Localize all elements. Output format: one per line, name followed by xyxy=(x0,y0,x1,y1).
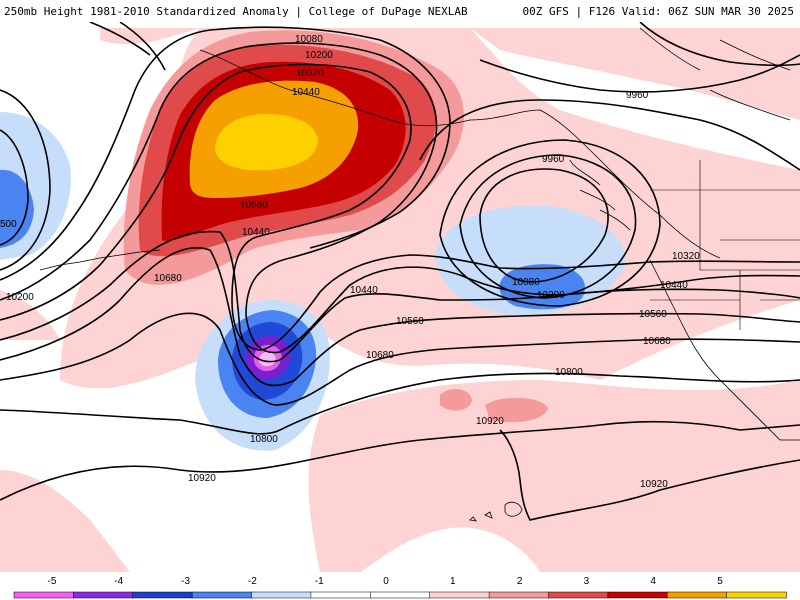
canada-arctic-islands xyxy=(639,27,791,121)
contour-north-3 xyxy=(639,22,800,67)
anomaly-pos2-small-2 xyxy=(485,397,548,423)
contour-label: 10320 xyxy=(296,68,324,79)
colorbar-tick-label: 3 xyxy=(584,576,590,587)
contour-west-low-1 xyxy=(0,89,51,271)
anomaly-pos6-region xyxy=(215,114,318,171)
contour-label: 10320 xyxy=(672,251,700,262)
contour-label: 10560 xyxy=(396,316,424,327)
contour-10200 xyxy=(0,42,800,354)
contour-label: 10440 xyxy=(292,87,320,98)
colorbar-tick-label: -3 xyxy=(181,576,190,587)
colorbar-band xyxy=(607,591,668,599)
colorbar-band xyxy=(488,591,550,599)
colorbar-tick-label: 0 xyxy=(383,576,389,587)
anomaly-pos1-west xyxy=(0,290,60,340)
anomaly-neg6-cutoff xyxy=(258,351,276,367)
colorbar-band xyxy=(666,591,728,599)
colorbar-tick-label: 1 xyxy=(450,576,456,587)
contour-label: 10800 xyxy=(250,434,278,445)
state-borders xyxy=(650,160,800,330)
contour-north-1 xyxy=(89,22,151,56)
colorbar-band xyxy=(726,591,787,599)
contour-label: 10200 xyxy=(537,290,565,301)
contour-label: 10800 xyxy=(555,367,583,378)
colorbar-band xyxy=(310,591,372,599)
contour-10200-trough xyxy=(439,139,661,307)
contour-label: 10680 xyxy=(154,273,182,284)
colorbar-band xyxy=(370,591,431,599)
map-title: 250mb Height 1981-2010 Standardized Anom… xyxy=(4,5,468,18)
contour-10560 xyxy=(0,247,800,387)
contour-10320 xyxy=(0,63,800,351)
anomaly-neg2-west xyxy=(0,169,34,248)
contour-label: 500 xyxy=(0,219,17,230)
contour-label: 10440 xyxy=(350,285,378,296)
anomaly-map: 10080 10200 10320 10440 9960 9960 10560 … xyxy=(0,22,800,572)
contour-9960 xyxy=(479,168,609,283)
colorbar-band xyxy=(251,591,312,599)
contour-label: 10440 xyxy=(660,280,688,291)
contour-label: 9960 xyxy=(542,154,565,165)
contour-10080-trough xyxy=(459,154,637,299)
coastlines xyxy=(39,27,800,522)
bc-inlets xyxy=(569,159,631,231)
colorbar-band xyxy=(132,591,193,599)
anomaly-pos1-south xyxy=(308,380,800,572)
colorbar-tick-label: -1 xyxy=(315,576,324,587)
model-run-info: 00Z GFS | F126 Valid: 06Z SUN MAR 30 202… xyxy=(522,5,794,18)
colorbar-band xyxy=(548,591,609,599)
colorbar-tick-label: 4 xyxy=(650,576,656,587)
colorbar-band xyxy=(73,591,134,599)
contour-9960-north xyxy=(479,54,800,93)
colorbar-tick-label: 5 xyxy=(717,576,723,587)
colorbar-tick-label: -5 xyxy=(48,576,57,587)
contour-labels: 10080 10200 10320 10440 9960 9960 10560 … xyxy=(0,34,700,490)
contour-label: 10680 xyxy=(643,336,671,347)
contour-west-low-2 xyxy=(0,129,29,246)
colorbar-bands xyxy=(13,591,787,599)
anomaly-colorbar: -5 -4 -3 -2 -1 0 1 2 3 4 5 xyxy=(13,576,787,599)
contour-label: 10200 xyxy=(305,50,333,61)
contour-label: 10920 xyxy=(188,473,216,484)
contour-10440 xyxy=(0,230,800,363)
colorbar-band xyxy=(191,591,253,599)
contour-north-2 xyxy=(119,22,166,71)
anomaly-pos1-northwest xyxy=(100,28,200,45)
colorbar-band xyxy=(429,591,490,599)
colorbar-tick-label: 2 xyxy=(517,576,523,587)
contour-label: 10440 xyxy=(242,227,270,238)
contour-10080 xyxy=(0,26,451,281)
anomaly-pos1-northeast xyxy=(470,28,800,120)
contour-label: 10680 xyxy=(366,350,394,361)
contour-10920 xyxy=(0,420,800,501)
contour-10920-south xyxy=(499,429,800,521)
contour-label: 10080 xyxy=(512,277,540,288)
contour-label: 10560 xyxy=(639,309,667,320)
colorbar-tick-label: -4 xyxy=(114,576,123,587)
hawaii-islands xyxy=(469,501,523,522)
contour-label: 10200 xyxy=(6,292,34,303)
colorbar-tick-label: -2 xyxy=(248,576,257,587)
contour-10680 xyxy=(0,312,800,406)
aleutian-chain xyxy=(39,249,161,271)
contour-label: 9960 xyxy=(626,90,649,101)
anomaly-pos2-small xyxy=(440,388,472,411)
anomaly-pos1-southwest xyxy=(0,470,130,572)
contour-10800 xyxy=(0,372,800,435)
height-contours xyxy=(0,22,800,521)
contour-label: 10920 xyxy=(640,479,668,490)
contour-label: 10560 xyxy=(240,200,268,211)
map-header: 250mb Height 1981-2010 Standardized Anom… xyxy=(0,0,800,22)
colorbar-ticks: -5 -4 -3 -2 -1 0 1 2 3 4 5 xyxy=(48,576,724,587)
contour-10320-east xyxy=(419,99,800,171)
west-coast-coastline xyxy=(649,259,800,441)
contour-label: 10080 xyxy=(295,34,323,45)
ridge-anomaly xyxy=(123,30,464,285)
contour-label: 10920 xyxy=(476,416,504,427)
colorbar-band xyxy=(13,591,75,599)
alaska-coastline xyxy=(199,49,721,259)
